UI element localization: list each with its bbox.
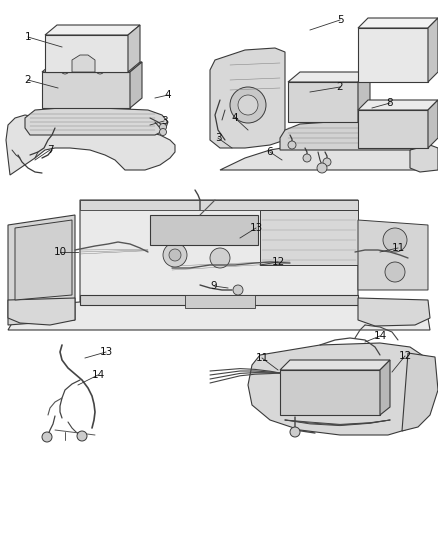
Polygon shape — [380, 360, 390, 415]
Text: 2: 2 — [25, 75, 31, 85]
Circle shape — [383, 228, 407, 252]
Text: 4: 4 — [165, 90, 171, 100]
Polygon shape — [185, 295, 255, 308]
Polygon shape — [358, 220, 428, 290]
Polygon shape — [358, 110, 428, 148]
Text: 14: 14 — [92, 370, 105, 380]
Polygon shape — [402, 353, 438, 431]
Text: 14: 14 — [373, 331, 387, 341]
Circle shape — [96, 66, 104, 74]
Circle shape — [163, 243, 187, 267]
Polygon shape — [220, 142, 430, 170]
Text: 9: 9 — [211, 281, 217, 291]
Polygon shape — [42, 62, 142, 72]
Circle shape — [230, 87, 266, 123]
Circle shape — [159, 128, 166, 135]
Circle shape — [159, 124, 166, 131]
Text: 13: 13 — [99, 347, 113, 357]
Polygon shape — [80, 200, 358, 210]
Polygon shape — [210, 48, 285, 148]
Text: 5: 5 — [337, 15, 343, 25]
Polygon shape — [8, 215, 75, 325]
Polygon shape — [280, 370, 380, 415]
Polygon shape — [358, 298, 430, 326]
Circle shape — [238, 95, 258, 115]
Circle shape — [317, 163, 327, 173]
Text: 13: 13 — [249, 223, 263, 233]
Circle shape — [210, 248, 230, 268]
Polygon shape — [8, 298, 75, 325]
Circle shape — [303, 154, 311, 162]
Polygon shape — [280, 360, 390, 370]
Polygon shape — [260, 210, 358, 265]
Polygon shape — [80, 295, 358, 305]
Text: 6: 6 — [267, 147, 273, 157]
Circle shape — [323, 158, 331, 166]
Circle shape — [61, 66, 69, 74]
Polygon shape — [15, 220, 72, 300]
Text: 3: 3 — [161, 116, 167, 126]
Circle shape — [290, 427, 300, 437]
Polygon shape — [280, 122, 428, 150]
Text: 12: 12 — [272, 257, 285, 267]
Text: 1: 1 — [25, 32, 31, 42]
Polygon shape — [45, 25, 140, 35]
Polygon shape — [288, 72, 370, 82]
Polygon shape — [428, 18, 438, 82]
Circle shape — [169, 249, 181, 261]
Polygon shape — [8, 200, 430, 330]
Text: 11: 11 — [255, 353, 268, 363]
Text: 3: 3 — [215, 133, 221, 143]
Text: 11: 11 — [392, 243, 405, 253]
Polygon shape — [6, 115, 175, 175]
Polygon shape — [150, 215, 258, 245]
Polygon shape — [130, 62, 142, 108]
Circle shape — [77, 431, 87, 441]
Polygon shape — [248, 343, 428, 435]
Text: 4: 4 — [232, 113, 238, 123]
Circle shape — [288, 141, 296, 149]
Polygon shape — [72, 55, 95, 72]
Text: 10: 10 — [53, 247, 67, 257]
Polygon shape — [410, 145, 438, 172]
Text: 2: 2 — [337, 82, 343, 92]
Text: 8: 8 — [387, 98, 393, 108]
Text: 7: 7 — [47, 145, 53, 155]
Polygon shape — [288, 82, 358, 122]
Polygon shape — [42, 72, 130, 108]
Text: 12: 12 — [399, 351, 412, 361]
Polygon shape — [358, 18, 438, 28]
Polygon shape — [428, 100, 438, 148]
Polygon shape — [25, 108, 168, 135]
Polygon shape — [128, 25, 140, 72]
Polygon shape — [45, 35, 128, 72]
Circle shape — [42, 432, 52, 442]
Polygon shape — [358, 28, 428, 82]
Circle shape — [385, 262, 405, 282]
Circle shape — [233, 285, 243, 295]
Polygon shape — [358, 100, 438, 110]
Polygon shape — [358, 72, 370, 122]
